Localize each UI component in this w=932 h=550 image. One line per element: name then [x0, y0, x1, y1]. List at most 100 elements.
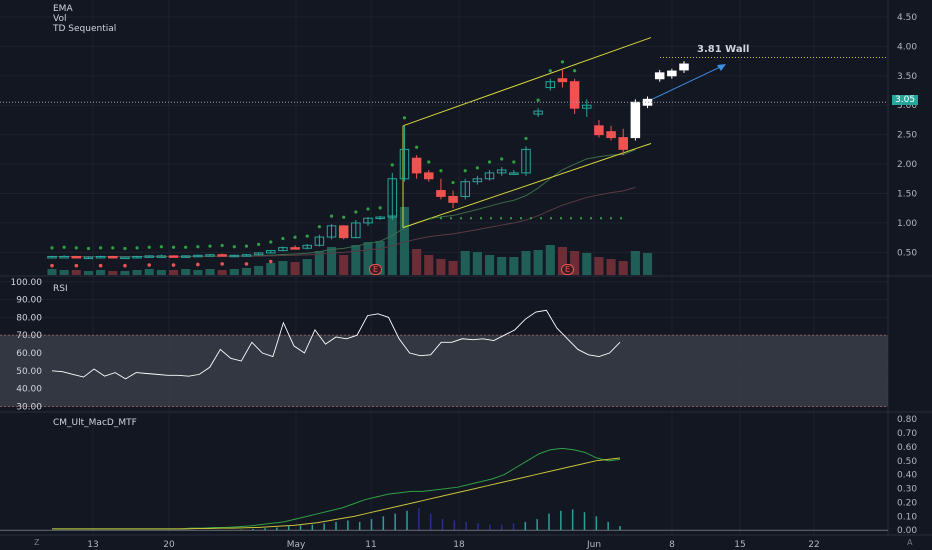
volume-bar — [96, 270, 106, 275]
candle — [436, 178, 446, 200]
volume-bar — [412, 249, 422, 275]
candle — [509, 169, 519, 175]
candle-body — [557, 78, 568, 83]
volume-bar — [521, 251, 531, 275]
price-tick-label: 3.50 — [897, 72, 917, 82]
indicator-td-label[interactable]: TD Sequential — [53, 24, 117, 34]
x-tick-label: May — [287, 540, 306, 550]
candle — [667, 68, 677, 79]
volume-bar — [168, 270, 179, 275]
candle-body — [217, 254, 227, 257]
td-buy-dot — [573, 69, 577, 73]
candle — [217, 253, 227, 257]
rsi-tick-label: 50.00 — [16, 367, 42, 377]
x-tick-label: 13 — [87, 540, 98, 550]
x-tick-label: Jun — [586, 540, 601, 550]
candle — [71, 255, 82, 259]
volume-bar — [497, 257, 507, 275]
macd-tick-label: 0.50 — [897, 457, 917, 467]
volume-bars — [47, 207, 653, 275]
candle-body — [484, 172, 495, 180]
td-buy-dot — [342, 215, 346, 219]
rsi-tick-label: 100.00 — [11, 278, 43, 288]
td-buy-dot — [147, 245, 151, 249]
candle — [351, 219, 361, 239]
rsi-tick-label: 90.00 — [16, 296, 42, 306]
td-buy-dot — [560, 60, 565, 64]
candles[interactable] — [47, 61, 689, 260]
td-buy-dot — [171, 245, 176, 249]
td-buy-dot — [196, 245, 200, 249]
candle — [132, 255, 142, 259]
candle-body — [47, 255, 57, 259]
rsi-pane-title[interactable]: RSI — [53, 284, 68, 294]
candle-body — [375, 216, 385, 220]
volume-bar — [302, 259, 312, 275]
candle-body — [193, 254, 203, 258]
td-sell-dot — [50, 263, 54, 268]
candle — [521, 146, 531, 176]
volume-bar — [132, 270, 142, 275]
candle-body — [630, 101, 641, 139]
axis-labels: 13 20 May 11 18 Jun 8 15 22 4.50 4.00 3.50 3.00 2.50 2… — [11, 13, 918, 550]
candle-body — [338, 225, 349, 239]
td-buy-dot — [269, 240, 273, 244]
x-tick-label: 22 — [808, 540, 819, 550]
macd-tick-label: 0.40 — [897, 471, 917, 481]
candle-body — [545, 81, 556, 89]
td-buy-dot — [317, 225, 321, 229]
timezone-toggle[interactable]: Z — [34, 538, 40, 547]
td-buy-dot — [329, 214, 334, 218]
candle-body — [606, 131, 616, 139]
candle-body — [472, 178, 483, 183]
candle-body — [59, 255, 69, 259]
macd-pane-title[interactable]: CM_Ult_MacD_MTF — [53, 418, 137, 428]
volume-bar — [59, 270, 69, 275]
td-sell-dot — [74, 263, 79, 268]
indicator-vol-label[interactable]: Vol — [53, 14, 67, 24]
volume-bar — [533, 250, 543, 275]
earnings-marker-2[interactable]: E — [561, 264, 575, 275]
volume-bar — [278, 261, 288, 275]
candle — [618, 128, 628, 156]
candle — [375, 215, 385, 220]
candle — [399, 125, 410, 182]
td-buy-dot — [548, 69, 552, 73]
macd-tick-label: 0.00 — [897, 526, 917, 536]
candle-body — [326, 225, 337, 238]
volume-bar — [630, 251, 640, 275]
candle — [387, 172, 398, 220]
candle-body — [667, 70, 677, 77]
macd-tick-label: 0.70 — [897, 429, 917, 439]
candle-body — [363, 217, 373, 224]
indicator-ema-label[interactable]: EMA — [53, 4, 73, 14]
candle — [679, 61, 689, 73]
td-buy-dot — [415, 145, 419, 149]
auto-scale-toggle[interactable]: A — [907, 538, 913, 547]
volume-bar — [314, 251, 324, 275]
volume-bar — [594, 257, 604, 275]
td-sell-dot — [268, 259, 273, 264]
candle — [180, 255, 191, 258]
volume-bar — [217, 270, 227, 275]
td-buy-dot — [220, 243, 224, 248]
td-buy-dot — [439, 169, 443, 173]
price-channel — [402, 37, 652, 229]
candle-body — [436, 190, 446, 197]
candle — [314, 234, 325, 247]
td-buy-dot — [293, 235, 297, 239]
candle-body — [132, 255, 142, 259]
earnings-marker-1[interactable]: E — [369, 264, 383, 275]
candle — [59, 255, 69, 259]
x-tick-label: 8 — [669, 540, 675, 550]
wall-annotation: 3.81 Wall — [697, 44, 750, 55]
macd-lines — [52, 447, 621, 530]
candle — [496, 167, 507, 176]
volume-bar — [120, 271, 130, 275]
candle-body — [582, 104, 592, 109]
candle-body — [569, 81, 580, 109]
candle — [47, 255, 57, 259]
macd-tick-label: 0.80 — [897, 415, 917, 425]
rsi-series — [51, 309, 621, 380]
